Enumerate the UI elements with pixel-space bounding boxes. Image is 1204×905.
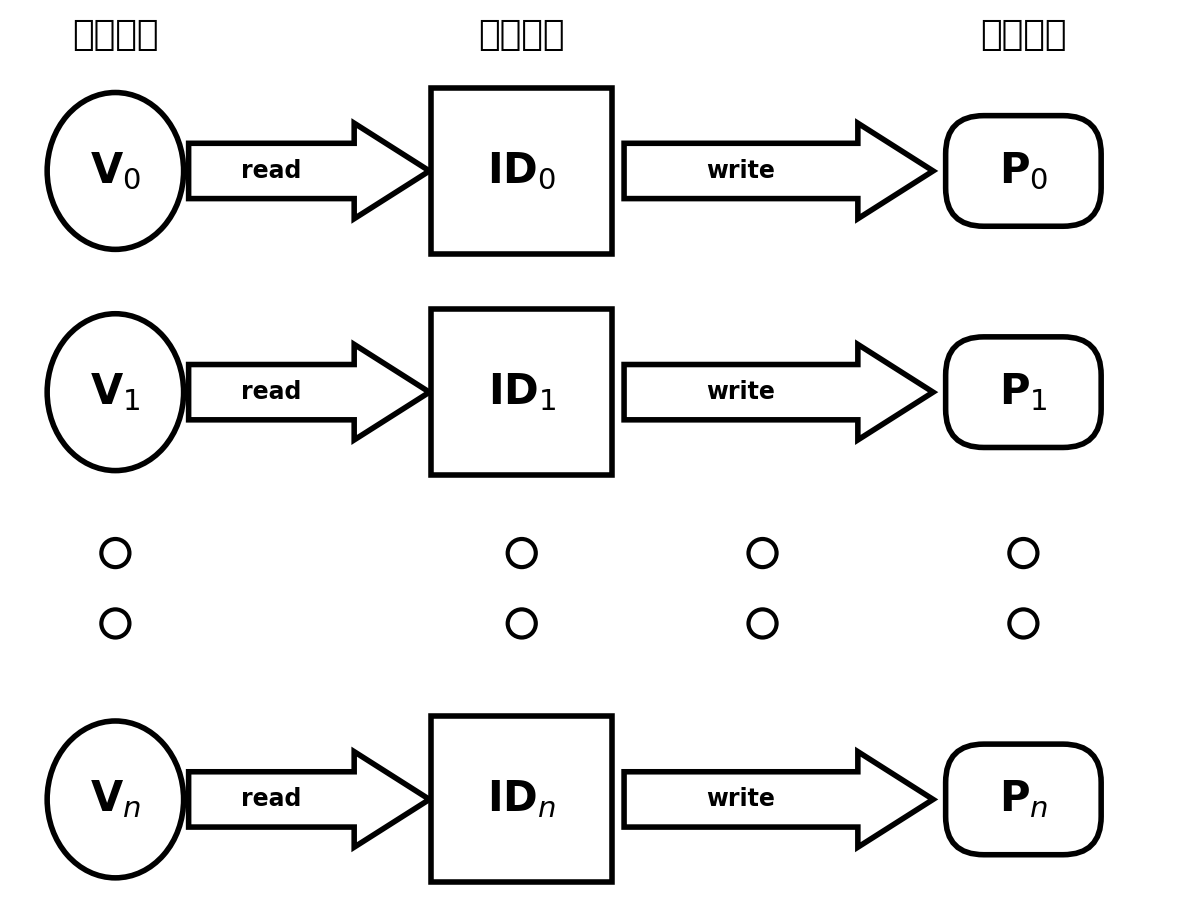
Text: write: write <box>707 159 775 183</box>
Text: read: read <box>241 159 301 183</box>
Polygon shape <box>624 345 933 440</box>
Text: 粒子速度: 粒子速度 <box>72 18 159 52</box>
Bar <box>431 310 612 475</box>
Polygon shape <box>624 123 933 219</box>
Text: write: write <box>707 787 775 812</box>
Text: $\mathbf{ID}_{1}$: $\mathbf{ID}_{1}$ <box>488 371 556 414</box>
Ellipse shape <box>47 721 183 878</box>
Text: $\mathbf{P}_{n}$: $\mathbf{P}_{n}$ <box>998 778 1049 821</box>
Text: 碰撞几率: 碰撞几率 <box>980 18 1067 52</box>
Polygon shape <box>189 752 430 847</box>
Bar <box>431 88 612 254</box>
Text: write: write <box>707 380 775 405</box>
Text: 线程计算: 线程计算 <box>478 18 565 52</box>
FancyBboxPatch shape <box>945 337 1102 447</box>
Polygon shape <box>624 752 933 847</box>
Text: read: read <box>241 380 301 405</box>
Polygon shape <box>189 345 430 440</box>
FancyBboxPatch shape <box>945 744 1102 854</box>
Text: $\mathbf{ID}_{n}$: $\mathbf{ID}_{n}$ <box>488 778 556 821</box>
Text: $\mathbf{V}_{0}$: $\mathbf{V}_{0}$ <box>90 150 141 192</box>
Text: $\mathbf{V}_{n}$: $\mathbf{V}_{n}$ <box>90 778 141 821</box>
Ellipse shape <box>47 314 183 471</box>
Text: $\mathbf{P}_{0}$: $\mathbf{P}_{0}$ <box>998 150 1049 192</box>
FancyBboxPatch shape <box>945 116 1102 226</box>
Bar <box>431 717 612 882</box>
Text: $\mathbf{ID}_{0}$: $\mathbf{ID}_{0}$ <box>488 150 556 192</box>
Text: $\mathbf{V}_{1}$: $\mathbf{V}_{1}$ <box>90 371 141 414</box>
Polygon shape <box>189 123 430 219</box>
Text: $\mathbf{P}_{1}$: $\mathbf{P}_{1}$ <box>999 371 1047 414</box>
Ellipse shape <box>47 92 183 250</box>
Text: read: read <box>241 787 301 812</box>
